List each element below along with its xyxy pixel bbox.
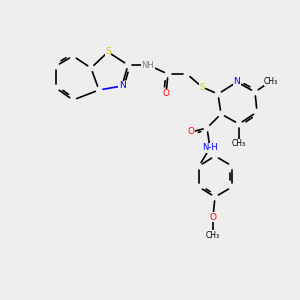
Text: NH: NH [142, 61, 154, 70]
Text: O: O [163, 89, 170, 98]
Text: N-H: N-H [202, 143, 218, 152]
Text: CH₃: CH₃ [206, 230, 220, 239]
Text: CH₃: CH₃ [264, 76, 278, 85]
Text: CH₃: CH₃ [232, 140, 246, 148]
Text: N: N [118, 82, 125, 91]
Text: N: N [234, 77, 240, 86]
Text: O: O [188, 128, 194, 136]
Text: S: S [105, 47, 111, 56]
Text: O: O [209, 212, 217, 221]
Text: S: S [199, 82, 205, 91]
